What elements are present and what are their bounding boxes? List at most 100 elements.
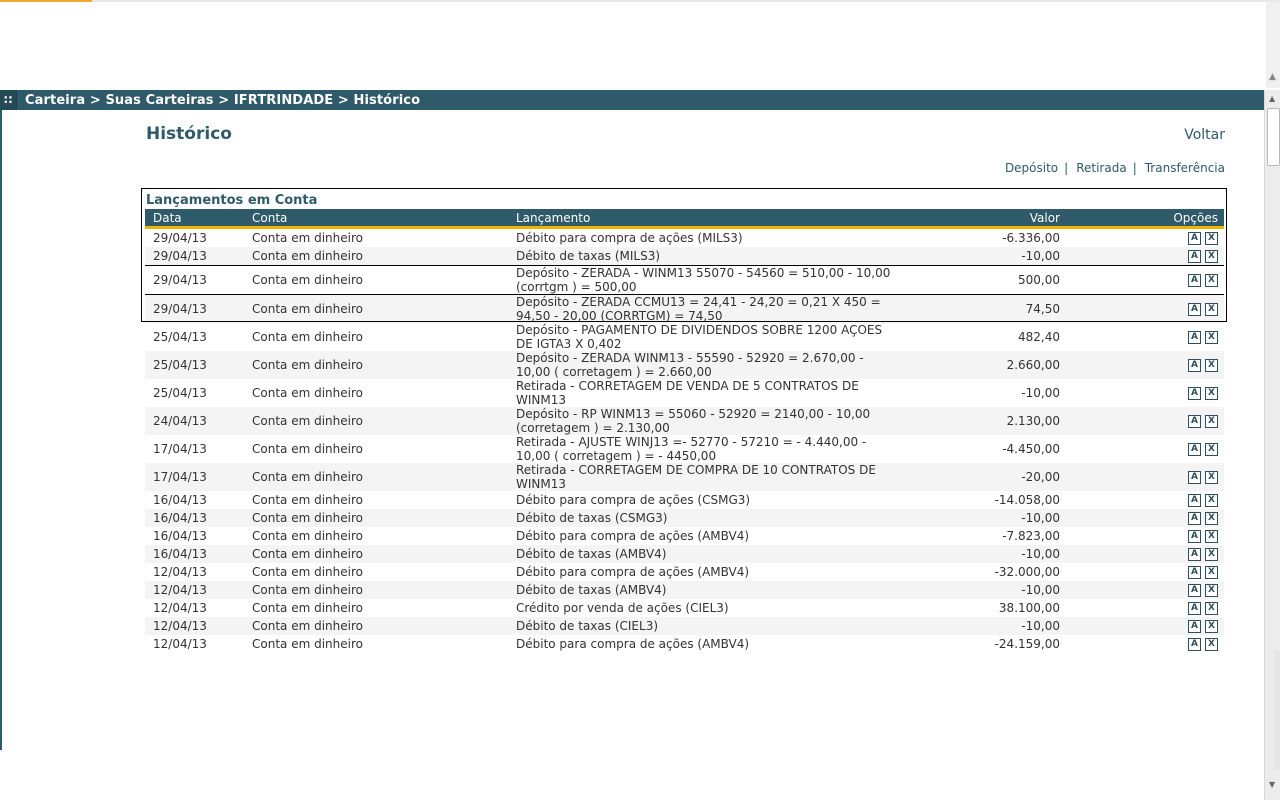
delete-icon[interactable]: X [1205, 566, 1218, 579]
ledger-table-viewport[interactable]: Data Conta Lançamento Valor Opções 29/04… [145, 209, 1224, 651]
delete-icon[interactable]: X [1205, 387, 1218, 400]
cell-account: Conta em dinheiro [252, 565, 363, 579]
back-link[interactable]: Voltar [1184, 127, 1225, 143]
header-account[interactable]: Conta [252, 209, 516, 229]
cell-account: Conta em dinheiro [252, 545, 516, 563]
cell-entry: Débito para compra de ações (AMBV4) [516, 529, 750, 543]
cell-value: -20,00 [892, 463, 1060, 491]
separator: | [1132, 161, 1137, 175]
delete-icon[interactable]: X [1205, 250, 1218, 263]
cell-account: Conta em dinheiro [252, 386, 363, 400]
cell-date: 12/04/13 [153, 565, 207, 579]
edit-icon[interactable]: A [1188, 530, 1201, 543]
cell-value: -6.336,00 [1002, 231, 1060, 245]
delete-icon[interactable]: X [1205, 232, 1218, 245]
edit-icon[interactable]: A [1188, 387, 1201, 400]
cell-entry: Retirada - AJUSTE WINJ13 =- 52770 - 5721… [516, 435, 867, 463]
cell-entry: Débito de taxas (MILS3) [516, 247, 892, 266]
scrollbar-thumb[interactable] [1267, 108, 1280, 166]
table-body: 29/04/13 Conta em dinheiro Débito para com… [145, 228, 1224, 651]
delete-icon[interactable]: X [1205, 303, 1218, 316]
table-row: 17/04/13 Conta em dinheiro Retirada - CORR… [145, 463, 1224, 491]
breadcrumb-bar: ∷ Carteira > Suas Carteiras > IFRTRINDAD… [0, 90, 1264, 110]
cell-value: -4.450,00 [1002, 442, 1060, 456]
cell-entry: Débito de taxas (AMBV4) [516, 545, 892, 563]
edit-icon[interactable]: A [1188, 359, 1201, 372]
cell-date: 12/04/13 [145, 617, 252, 635]
delete-icon[interactable]: X [1205, 602, 1218, 615]
delete-icon[interactable]: X [1205, 359, 1218, 372]
cell-date: 29/04/13 [145, 247, 252, 266]
deposit-link[interactable]: Depósito [1004, 161, 1059, 175]
page-title: Histórico [146, 124, 232, 144]
scroll-down-icon[interactable]: ▼ [1269, 780, 1276, 789]
delete-icon[interactable]: X [1205, 584, 1218, 597]
edit-icon[interactable]: A [1188, 584, 1201, 597]
delete-icon[interactable]: X [1205, 415, 1218, 428]
header-value[interactable]: Valor [892, 209, 1060, 229]
cell-entry: Débito de taxas (CIEL3) [516, 617, 892, 635]
cell-account: Conta em dinheiro [252, 529, 363, 543]
separator: | [1064, 161, 1069, 175]
cell-value: 500,00 [892, 265, 1060, 295]
header-entry[interactable]: Lançamento [516, 209, 892, 229]
edit-icon[interactable]: A [1188, 638, 1201, 651]
edit-icon[interactable]: A [1188, 566, 1201, 579]
edit-icon[interactable]: A [1188, 620, 1201, 633]
delete-icon[interactable]: X [1205, 638, 1218, 651]
edit-icon[interactable]: A [1188, 303, 1201, 316]
edit-icon[interactable]: A [1188, 494, 1201, 507]
cell-account: Conta em dinheiro [252, 330, 363, 344]
edit-icon[interactable]: A [1188, 415, 1201, 428]
transfer-link[interactable]: Transferência [1144, 161, 1225, 175]
grip-icon[interactable]: ∷ [0, 90, 17, 110]
top-frame-scrollbar[interactable]: ▲ [1266, 2, 1280, 88]
cell-date: 12/04/13 [153, 637, 207, 651]
table-row: 24/04/13 Conta em dinheiro Depósito - RP W… [145, 407, 1224, 435]
delete-icon[interactable]: X [1205, 494, 1218, 507]
edit-icon[interactable]: A [1188, 274, 1201, 287]
delete-icon[interactable]: X [1205, 548, 1218, 561]
page-scrollbar[interactable]: ▲ ▼ [1264, 90, 1280, 800]
delete-icon[interactable]: X [1205, 274, 1218, 287]
cell-value: -7.823,00 [1002, 529, 1060, 543]
breadcrumb: Carteira > Suas Carteiras > IFRTRINDADE … [25, 92, 421, 108]
table-row: 16/04/13 Conta em dinheiro Débito de taxas… [145, 545, 1224, 563]
delete-icon[interactable]: X [1205, 471, 1218, 484]
delete-icon[interactable]: X [1205, 331, 1218, 344]
cell-account: Conta em dinheiro [252, 351, 516, 379]
action-links: Depósito | Retirada | Transferência [1005, 161, 1225, 175]
cell-entry: Depósito - ZERADA WINM13 - 55590 - 52920… [516, 351, 892, 379]
edit-icon[interactable]: A [1188, 232, 1201, 245]
cell-entry: Depósito - ZERADA - WINM13 55070 - 54560… [516, 265, 892, 295]
delete-icon[interactable]: X [1205, 530, 1218, 543]
withdraw-link[interactable]: Retirada [1076, 161, 1127, 175]
delete-icon[interactable]: X [1205, 620, 1218, 633]
scroll-up-icon[interactable]: ▲ [1269, 72, 1276, 82]
ledger-table: Data Conta Lançamento Valor Opções 29/04… [145, 209, 1224, 651]
cell-account: Conta em dinheiro [252, 407, 516, 435]
edit-icon[interactable]: A [1188, 331, 1201, 344]
edit-icon[interactable]: A [1188, 602, 1201, 615]
cell-account: Conta em dinheiro [252, 509, 516, 527]
edit-icon[interactable]: A [1188, 548, 1201, 561]
edit-icon[interactable]: A [1188, 471, 1201, 484]
table-row: 29/04/13 Conta em dinheiro Débito para com… [145, 228, 1224, 248]
edit-icon[interactable]: A [1188, 443, 1201, 456]
delete-icon[interactable]: X [1205, 443, 1218, 456]
edit-icon[interactable]: A [1188, 512, 1201, 525]
delete-icon[interactable]: X [1205, 512, 1218, 525]
cell-account: Conta em dinheiro [252, 493, 363, 507]
edit-icon[interactable]: A [1188, 250, 1201, 263]
cell-value: -10,00 [892, 617, 1060, 635]
table-row: 25/04/13 Conta em dinheiro Depósito - PAGA… [145, 323, 1224, 351]
cell-date: 24/04/13 [145, 407, 252, 435]
header-date[interactable]: Data [145, 209, 252, 229]
cell-entry: Retirada - CORRETAGEM DE COMPRA DE 10 CO… [516, 463, 892, 491]
scroll-up-icon[interactable]: ▲ [1269, 94, 1276, 103]
